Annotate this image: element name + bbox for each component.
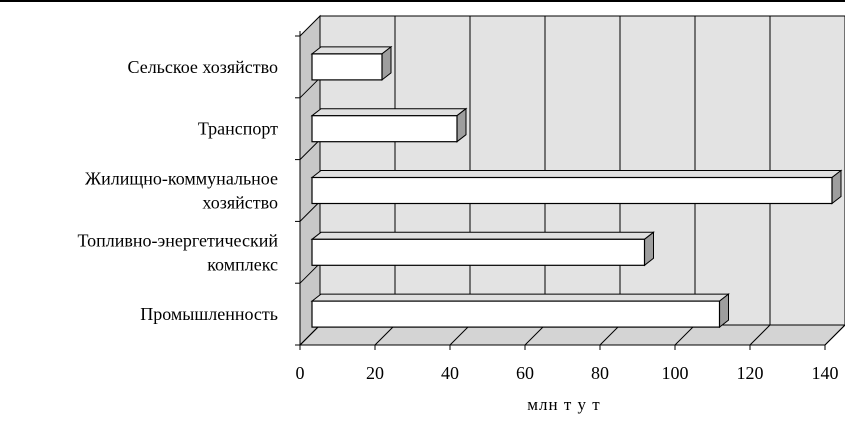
category-label: комплекс bbox=[207, 254, 278, 274]
x-tick-label: 40 bbox=[441, 363, 459, 383]
category-labels: Сельское хозяйство Транспорт Жилищно-комму… bbox=[78, 57, 279, 324]
grid-line-side bbox=[299, 139, 321, 160]
bar-face bbox=[311, 300, 721, 328]
bar bbox=[310, 45, 393, 81]
grid-line-floor bbox=[749, 324, 771, 346]
bar-face bbox=[311, 238, 646, 266]
bar-face bbox=[311, 176, 833, 205]
x-tick-label: 0 bbox=[296, 363, 305, 383]
bar-top bbox=[310, 108, 468, 117]
category-label: Жилищно-коммунальное bbox=[85, 169, 278, 189]
category-label: Промышленность bbox=[140, 304, 278, 324]
x-tick-labels: 0 20 40 60 80 100 120 140 bbox=[296, 363, 839, 383]
grid-line-side bbox=[299, 201, 321, 222]
chart-bars bbox=[310, 45, 843, 329]
x-tick-label: 120 bbox=[737, 363, 764, 383]
chart-floor bbox=[298, 324, 845, 346]
bar bbox=[310, 107, 468, 143]
grid-line-side bbox=[299, 77, 321, 99]
x-tick-label: 60 bbox=[516, 363, 534, 383]
grid-line-floor bbox=[824, 324, 845, 346]
x-tick-label: 140 bbox=[812, 363, 839, 383]
grid-line-floor bbox=[299, 324, 321, 346]
bar bbox=[310, 231, 655, 267]
bar-top bbox=[310, 293, 730, 302]
grid-line-side bbox=[299, 262, 321, 284]
x-tick-label: 80 bbox=[591, 363, 609, 383]
x-axis-title: млн т у т bbox=[527, 395, 600, 414]
bar-face bbox=[311, 53, 383, 81]
grid-line-floor bbox=[674, 324, 696, 346]
grid-line-floor bbox=[599, 324, 621, 346]
bar bbox=[310, 169, 843, 205]
bar-top bbox=[310, 231, 655, 240]
category-label: Сельское хозяйство bbox=[127, 57, 278, 77]
chart-axis bbox=[295, 31, 826, 350]
grid-line-floor bbox=[449, 324, 471, 346]
x-tick-label: 20 bbox=[366, 363, 384, 383]
category-label: Транспорт bbox=[198, 119, 278, 139]
bar-top bbox=[310, 170, 843, 178]
bar-face bbox=[311, 115, 458, 143]
grid-line-floor bbox=[374, 324, 396, 346]
category-label: Топливно-энергетический bbox=[78, 230, 279, 250]
category-label: хозяйство bbox=[202, 193, 278, 213]
bar-top bbox=[310, 46, 393, 55]
x-tick-label: 100 bbox=[662, 363, 689, 383]
grid-line-floor bbox=[524, 324, 546, 346]
bar bbox=[310, 293, 730, 329]
